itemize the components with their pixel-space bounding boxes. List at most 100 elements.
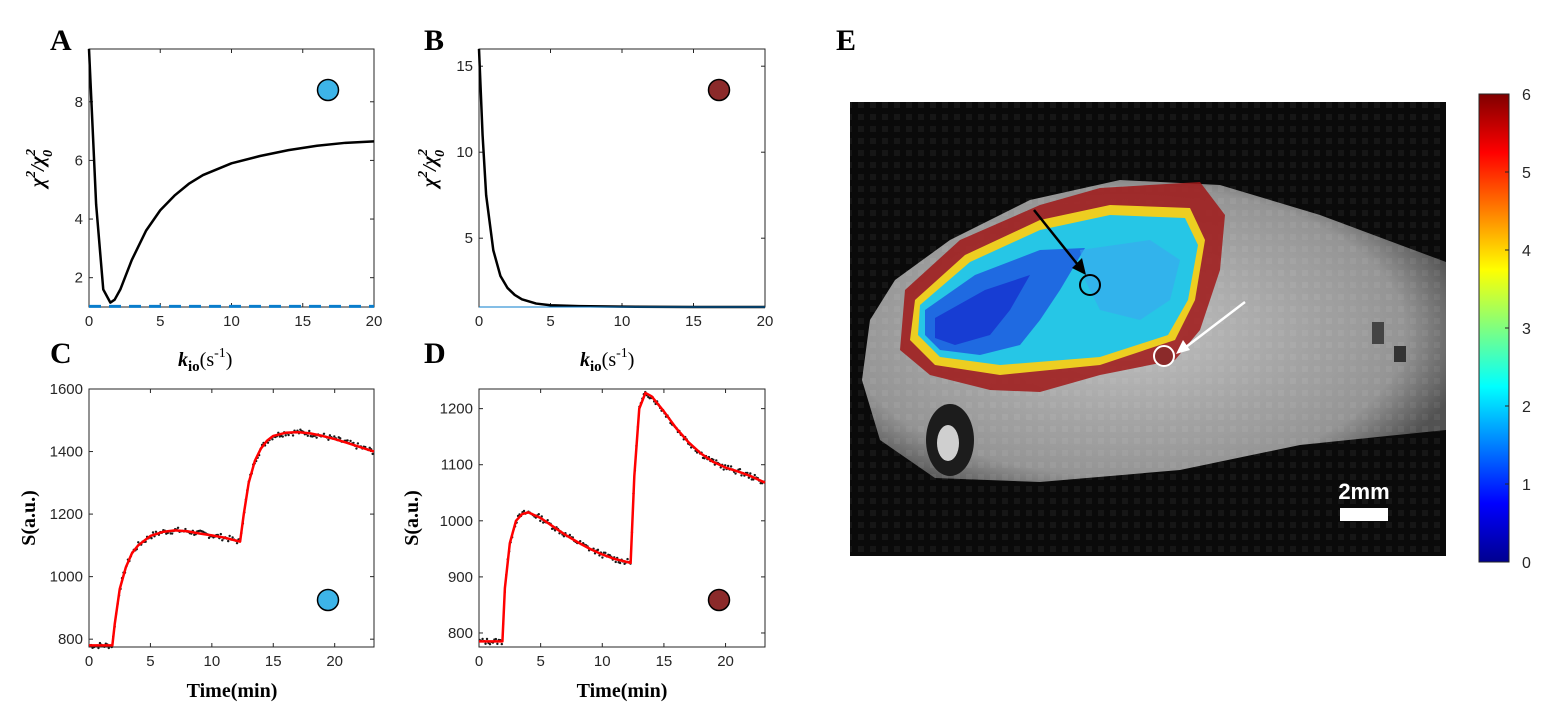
data-point bbox=[97, 646, 100, 650]
data-point bbox=[715, 459, 718, 462]
y-tick-label: 2 bbox=[75, 270, 83, 287]
y-tick-label: 800 bbox=[58, 631, 83, 648]
data-point bbox=[98, 641, 102, 645]
data-point bbox=[346, 439, 349, 442]
data-point bbox=[221, 539, 224, 542]
panel-c-roi-marker bbox=[316, 588, 340, 612]
data-point bbox=[496, 642, 499, 646]
data-point bbox=[154, 530, 158, 533]
y-tick-label: 8 bbox=[75, 94, 83, 111]
data-point bbox=[308, 429, 311, 433]
x-tick-label: 0 bbox=[475, 313, 483, 330]
data-point bbox=[604, 551, 607, 555]
panel-b-plot: 0 5 10 15 20 5 10 15 bbox=[456, 48, 774, 330]
data-point bbox=[339, 437, 342, 440]
x-tick-label: 5 bbox=[546, 313, 554, 330]
data-point bbox=[333, 435, 336, 438]
data-point bbox=[228, 534, 231, 538]
x-tick-label: 15 bbox=[294, 313, 311, 330]
data-point bbox=[328, 434, 332, 437]
data-point bbox=[207, 536, 211, 540]
data-point bbox=[231, 536, 234, 539]
data-point bbox=[349, 439, 352, 443]
panel-letter-b: B bbox=[424, 24, 444, 57]
data-point bbox=[488, 642, 492, 646]
y-tick-label: 1000 bbox=[50, 569, 83, 586]
colorbar-tick-label: 2 bbox=[1522, 399, 1531, 416]
data-point bbox=[176, 526, 180, 529]
colorbar-tick-label: 5 bbox=[1522, 165, 1531, 182]
panel-a-roi-marker bbox=[316, 78, 340, 102]
colorbar-tick-label: 3 bbox=[1522, 321, 1531, 338]
panel-d-xlabel: Time(min) bbox=[577, 680, 668, 702]
data-point bbox=[537, 513, 540, 516]
x-tick-label: 0 bbox=[85, 653, 93, 670]
data-point bbox=[184, 527, 187, 531]
x-tick-label: 10 bbox=[204, 653, 221, 670]
x-tick-label: 15 bbox=[685, 313, 702, 330]
panel-a-plot: 0 5 10 15 20 2 4 6 8 bbox=[75, 48, 382, 330]
data-point bbox=[734, 472, 737, 475]
panel-c-fit-line bbox=[89, 430, 375, 647]
x-tick-label: 0 bbox=[475, 653, 483, 670]
y-tick-label: 1200 bbox=[50, 506, 83, 523]
colorbar-tick-label: 6 bbox=[1522, 87, 1531, 104]
panel-b-ylabel: χ2/χ2 0 bbox=[416, 149, 448, 190]
data-point bbox=[107, 646, 110, 650]
data-point bbox=[749, 472, 752, 475]
panel-a-xlabel: kio(s-1) bbox=[178, 346, 232, 375]
y-tick-label: 15 bbox=[456, 58, 473, 75]
data-point bbox=[596, 548, 600, 552]
data-point bbox=[485, 637, 489, 641]
panel-c-xlabel: Time(min) bbox=[187, 680, 278, 702]
x-tick-label: 5 bbox=[536, 653, 544, 670]
x-tick-label: 20 bbox=[757, 313, 774, 330]
white-arrow bbox=[1181, 301, 1246, 351]
data-point bbox=[729, 465, 733, 468]
data-point bbox=[150, 537, 153, 540]
data-point bbox=[484, 642, 487, 645]
y-tick-label: 800 bbox=[448, 625, 473, 642]
data-point bbox=[291, 434, 295, 437]
data-point bbox=[368, 446, 371, 450]
y-tick-label: 1000 bbox=[440, 513, 473, 530]
y-tick-label: 6 bbox=[75, 152, 83, 169]
x-tick-label: 15 bbox=[656, 653, 673, 670]
data-point bbox=[151, 531, 155, 534]
panel-a-ylabel: χ2/χ2 0 bbox=[24, 149, 56, 190]
x-tick-label: 20 bbox=[326, 653, 343, 670]
data-point bbox=[371, 452, 374, 456]
data-point bbox=[568, 533, 572, 537]
panel-d-ylabel: S(a.u.) bbox=[401, 490, 423, 546]
x-tick-label: 15 bbox=[265, 653, 282, 670]
data-point bbox=[287, 433, 290, 437]
colorbar-tick-label: 4 bbox=[1522, 243, 1531, 260]
scale-bar-label: 2mm bbox=[1338, 479, 1389, 504]
panel-b-xlabel: kio(s-1) bbox=[580, 346, 634, 375]
data-point bbox=[722, 468, 725, 471]
data-point bbox=[753, 473, 756, 477]
data-point bbox=[226, 539, 230, 543]
roi-marker-blue bbox=[1079, 274, 1101, 296]
data-point bbox=[219, 532, 223, 536]
y-tick-label: 4 bbox=[75, 211, 83, 228]
data-point bbox=[553, 529, 557, 532]
x-tick-label: 5 bbox=[146, 653, 154, 670]
data-point bbox=[546, 519, 549, 522]
panel-c-ylabel: S(a.u.) bbox=[18, 490, 40, 546]
colorbar bbox=[1478, 93, 1510, 563]
y-tick-label: 1200 bbox=[440, 401, 473, 418]
data-point bbox=[137, 541, 140, 544]
x-tick-label: 0 bbox=[85, 313, 93, 330]
x-tick-label: 20 bbox=[717, 653, 734, 670]
panel-c-plot: 0 5 10 15 20 800 1000 1200 1400 1600 bbox=[50, 381, 375, 670]
data-point bbox=[726, 464, 730, 468]
data-point bbox=[626, 557, 629, 561]
data-point bbox=[299, 428, 302, 431]
black-arrow bbox=[1033, 209, 1083, 271]
panel-d-fit-line bbox=[479, 391, 766, 643]
data-point bbox=[315, 436, 318, 439]
data-point bbox=[235, 541, 239, 545]
panel-d-roi-marker bbox=[707, 588, 731, 612]
